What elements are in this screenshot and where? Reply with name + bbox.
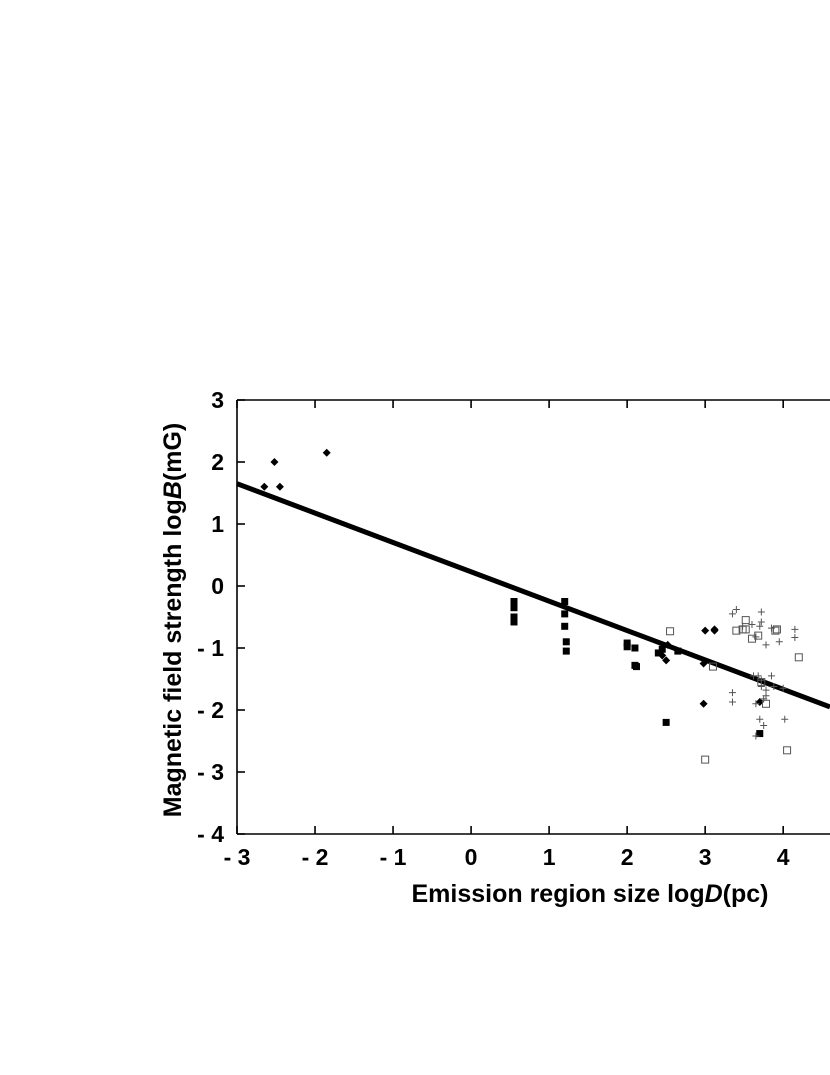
plus-point <box>756 715 764 723</box>
filled-square-point <box>654 649 662 657</box>
open-square-point <box>762 699 771 708</box>
y-axis-title: Magnetic field strength logB(mG) <box>159 423 187 817</box>
x-tick-label: 3 <box>699 844 712 870</box>
filled-square-point <box>510 618 518 626</box>
y-tick-label: - 1 <box>197 635 224 661</box>
filled-square-point <box>632 663 640 671</box>
plus-point <box>767 672 775 680</box>
plus-point <box>752 732 760 740</box>
filled-square-point <box>561 610 569 618</box>
plus-point <box>752 700 760 708</box>
filled-square-point <box>561 598 569 605</box>
open-square-point <box>741 616 750 625</box>
filled-square-point <box>662 718 670 726</box>
plus-point <box>754 672 762 680</box>
plus-point <box>757 618 765 626</box>
y-tick-label: - 3 <box>197 759 224 785</box>
plus-point <box>728 610 736 618</box>
filled-square-point <box>562 647 570 655</box>
filled-square-point <box>756 730 764 738</box>
plus-point <box>760 722 768 729</box>
diamond-point <box>260 482 269 491</box>
x-tick-label: - 1 <box>380 844 407 870</box>
x-tick-label: - 3 <box>224 844 251 870</box>
diamond-point <box>275 482 284 491</box>
diamond-point <box>699 659 708 668</box>
x-axis-title: Emission region size logD(pc) <box>411 880 768 908</box>
plus-point <box>752 633 760 641</box>
plus-point <box>767 624 775 632</box>
plus-point <box>728 698 736 706</box>
plus-point <box>770 682 778 690</box>
filled-square-point <box>623 639 631 647</box>
plus-point <box>757 682 765 690</box>
x-tick-label: 2 <box>621 844 634 870</box>
fit-line <box>236 481 830 710</box>
open-square-point <box>772 625 781 634</box>
diamond-point <box>322 448 331 457</box>
diamond-point <box>701 626 710 635</box>
open-square-point <box>754 631 763 640</box>
plus-point <box>739 622 747 630</box>
plus-point <box>781 715 789 723</box>
plus-point <box>791 633 799 641</box>
diamond-point <box>699 699 708 708</box>
plus-point <box>762 641 770 649</box>
axes <box>236 399 830 835</box>
plus-point <box>779 684 787 692</box>
diamond-point <box>662 656 671 665</box>
plus-point <box>748 620 756 628</box>
diamond-point <box>710 625 719 634</box>
y-tick-label: 2 <box>211 449 224 475</box>
fit-line-layer <box>236 481 830 710</box>
plus-point <box>791 625 799 633</box>
data-points-layer <box>260 448 803 764</box>
plus-point <box>775 638 783 646</box>
y-tick-label: 3 <box>211 387 224 413</box>
open-square-point <box>701 755 710 764</box>
filled-square-point <box>658 645 666 653</box>
y-tick-label: 0 <box>211 573 224 599</box>
plus-point <box>728 689 736 697</box>
x-tick-label: 0 <box>465 844 478 870</box>
open-square-point <box>794 653 803 662</box>
plus-point <box>757 676 765 684</box>
filled-square-point <box>561 622 569 630</box>
x-tick-label: - 2 <box>302 844 329 870</box>
open-square-point <box>708 662 717 671</box>
open-square-point <box>783 746 792 755</box>
plus-point <box>760 695 768 703</box>
y-tick-label: 1 <box>211 511 224 537</box>
filled-square-point <box>674 647 682 655</box>
filled-square-point <box>510 598 518 605</box>
y-tick-label: - 2 <box>197 697 224 723</box>
plus-point <box>757 608 765 616</box>
filled-square-point <box>631 644 639 652</box>
filled-square-point <box>562 638 570 646</box>
diamond-point <box>270 458 279 466</box>
open-square-point <box>666 627 675 636</box>
x-tick-label: 4 <box>777 844 790 870</box>
plus-point <box>756 622 764 630</box>
filled-square-point <box>510 613 518 621</box>
y-tick-label: - 4 <box>197 821 224 847</box>
plus-point <box>732 606 740 614</box>
x-tick-label: 1 <box>543 844 556 870</box>
filled-square-point <box>510 604 518 612</box>
open-square-point <box>732 626 741 635</box>
filled-square-point <box>623 643 631 651</box>
